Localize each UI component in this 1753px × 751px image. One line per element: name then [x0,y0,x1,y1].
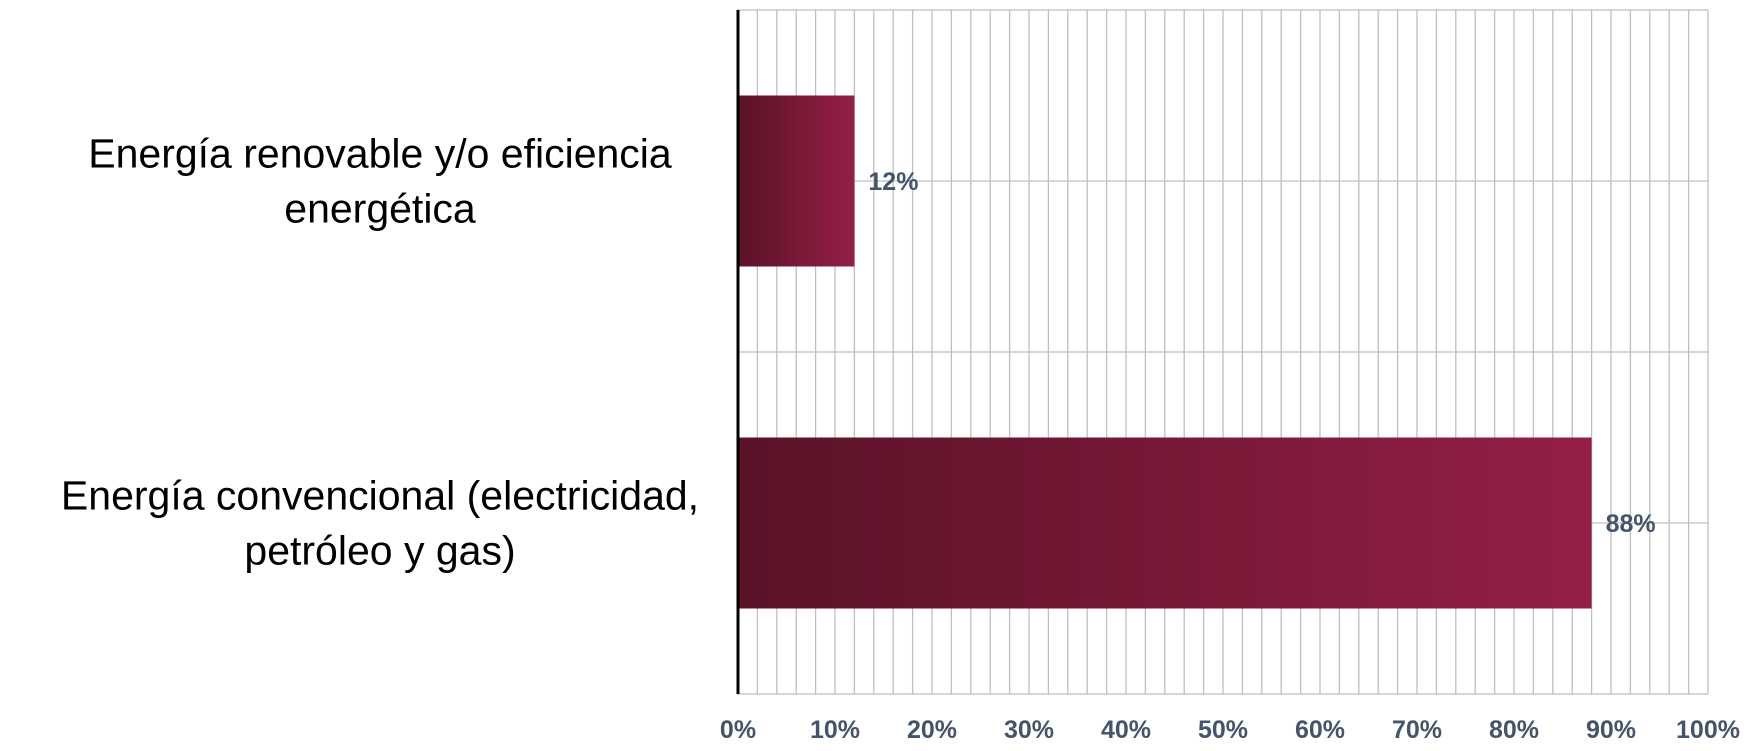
x-tick-label: 50% [1198,716,1248,744]
category-label-1: Energía renovable y/o eficiencia energéti… [88,131,672,232]
bar-2 [738,437,1592,609]
x-tick-label: 0% [720,716,756,744]
x-tick-label: 10% [810,716,860,744]
category-label-2: Energía convencional (electricidad, petró… [61,473,699,574]
data-label-1: 12% [868,168,918,196]
x-tick-label: 40% [1101,716,1151,744]
x-tick-label: 80% [1489,716,1539,744]
x-tick-label: 30% [1004,716,1054,744]
x-tick-label: 90% [1586,716,1636,744]
x-tick-label: 70% [1392,716,1442,744]
x-tick-label: 20% [907,716,957,744]
bars [738,95,1592,609]
x-tick-label: 60% [1295,716,1345,744]
x-tick-label: 100% [1676,716,1740,744]
data-label-2: 88% [1606,510,1656,538]
labels: 12% Energía renovable y/o eficiencia energ… [61,131,1740,745]
bar-1 [738,95,855,267]
